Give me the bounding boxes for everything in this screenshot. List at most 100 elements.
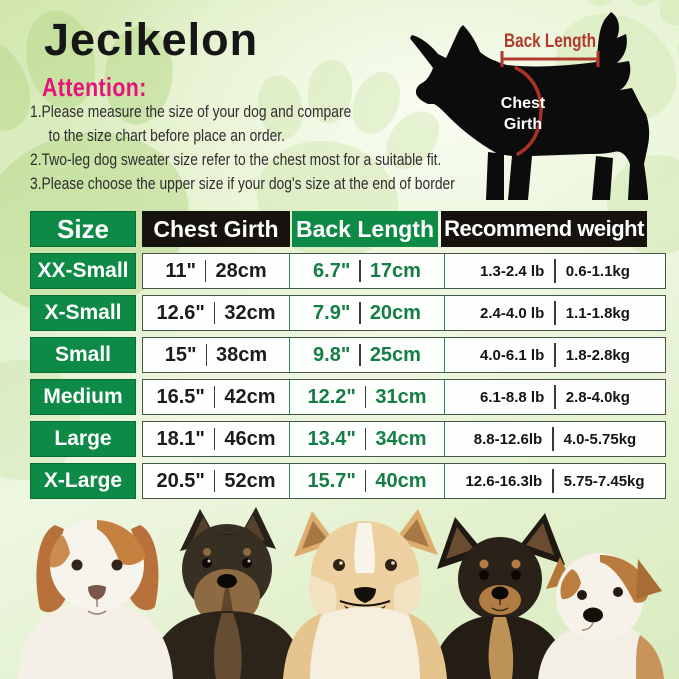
dog-photo-brown-white-puppy (18, 519, 173, 679)
divider (364, 386, 367, 408)
chest-girth-cell: 18.1" 46cm (143, 422, 289, 456)
weight-cell: 6.1-8.8 lb 2.8-4.0kg (445, 380, 665, 414)
chest-girth-cell: 20.5" 52cm (143, 464, 289, 498)
chest-cm: 42cm (224, 385, 276, 408)
dog-photo-cream-pomeranian (283, 509, 447, 679)
divider (364, 428, 367, 450)
row-data: 12.6" 32cm 7.9" 20cm 2.4-4.0 lb 1.1-1.8kg (142, 295, 666, 331)
row-data: 11" 28cm 6.7" 17cm 1.3-2.4 lb 0.6-1.1kg (142, 253, 666, 289)
size-cell: X-Large (30, 463, 136, 499)
header-back-length: Back Length (292, 211, 438, 247)
size-cell: Small (30, 337, 136, 373)
divider (364, 470, 367, 492)
chest-cm: 52cm (224, 469, 276, 492)
divider (554, 343, 556, 367)
table-row-large: Large 18.1" 46cm 13.4" 34cm 8.8-12.6lb 4.0-… (30, 421, 666, 457)
weight-cell: 12.6-16.3lb 5.75-7.45kg (445, 464, 665, 498)
attention-heading: Attention: (42, 72, 147, 102)
weight-cell: 2.4-4.0 lb 1.1-1.8kg (445, 296, 665, 330)
brand-title: Jecikelon (44, 14, 259, 65)
size-table: Size Chest Girth Back Length Recommend w… (30, 211, 666, 505)
back-length-cell: 12.2" 31cm (289, 380, 445, 414)
dog-photo-white-brown (538, 553, 664, 679)
divider (554, 385, 556, 409)
table-row-x-large: X-Large 20.5" 52cm 15.7" 40cm 12.6-16.3lb 5… (30, 463, 666, 499)
weight-cell: 4.0-6.1 lb 1.8-2.8kg (445, 338, 665, 372)
dog-front-leg (486, 152, 504, 200)
divider (359, 260, 361, 282)
divider (554, 259, 556, 283)
back-cm: 17cm (369, 259, 421, 282)
weight-lb: 12.6-16.3lb (465, 472, 543, 490)
chest-cm: 32cm (224, 301, 276, 324)
note-line-3: 2.Two-leg dog sweater size refer to the … (30, 151, 442, 169)
header-recommend-weight: Recommend weight (441, 211, 647, 247)
weight-lb: 4.0-6.1 lb (480, 346, 545, 364)
back-length-label: Back Length (504, 31, 596, 52)
back-inches: 7.9" (313, 301, 351, 324)
weight-kg: 1.1-1.8kg (565, 304, 630, 322)
chest-girth-cell: 11" 28cm (143, 254, 289, 288)
size-cell: XX-Small (30, 253, 136, 289)
weight-cell: 8.8-12.6lb 4.0-5.75kg (445, 422, 665, 456)
back-length-cell: 7.9" 20cm (289, 296, 445, 330)
divider (552, 427, 554, 451)
back-cm: 40cm (375, 469, 427, 492)
table-row-x-small: X-Small 12.6" 32cm 7.9" 20cm 2.4-4.0 lb 1.1… (30, 295, 666, 331)
divider (552, 469, 554, 493)
chest-inches: 16.5" (156, 385, 205, 408)
chest-girth-label-line2: Girth (504, 116, 542, 133)
note-line-2: to the size chart before place an order. (48, 127, 286, 145)
chest-cm: 28cm (215, 259, 267, 282)
weight-lb: 8.8-12.6lb (473, 430, 543, 448)
row-data: 15" 38cm 9.8" 25cm 4.0-6.1 lb 1.8-2.8kg (142, 337, 666, 373)
dog-measurement-diagram: Back Length Chest Girth (400, 4, 676, 210)
back-cm: 34cm (375, 427, 427, 450)
chest-inches: 11" (165, 259, 196, 282)
table-header-row: Size Chest Girth Back Length Recommend w… (30, 211, 666, 247)
weight-lb: 6.1-8.8 lb (480, 388, 545, 406)
back-inches: 12.2" (307, 385, 356, 408)
weight-lb: 1.3-2.4 lb (480, 262, 545, 280)
back-length-measure-line (500, 51, 600, 67)
divider (204, 260, 207, 282)
back-length-cell: 6.7" 17cm (289, 254, 445, 288)
chest-girth-label-line1: Chest (501, 95, 546, 112)
back-inches: 6.7" (313, 259, 351, 282)
weight-kg: 4.0-5.75kg (563, 430, 637, 448)
chest-girth-cell: 12.6" 32cm (143, 296, 289, 330)
table-row-small: Small 15" 38cm 9.8" 25cm 4.0-6.1 lb 1.8-2.8… (30, 337, 666, 373)
chest-inches: 15" (164, 343, 197, 366)
divider (359, 344, 361, 366)
divider (205, 344, 208, 366)
size-cell: Medium (30, 379, 136, 415)
note-line-1: 1.Please measure the size of your dog an… (30, 103, 352, 121)
back-cm: 20cm (369, 301, 421, 324)
divider (554, 301, 556, 325)
chest-girth-cell: 16.5" 42cm (143, 380, 289, 414)
chest-girth-arc (514, 66, 543, 156)
back-length-cell: 13.4" 34cm (289, 422, 445, 456)
dog-photo-black-tan (430, 513, 570, 679)
divider (213, 428, 216, 450)
header-size: Size (30, 211, 136, 247)
table-row-xx-small: XX-Small 11" 28cm 6.7" 17cm 1.3-2.4 lb 0.6-… (30, 253, 666, 289)
chest-inches: 20.5" (156, 469, 205, 492)
chest-cm: 46cm (224, 427, 276, 450)
weight-kg: 0.6-1.1kg (565, 262, 630, 280)
back-inches: 9.8" (313, 343, 351, 366)
divider (213, 386, 216, 408)
weight-lb: 2.4-4.0 lb (480, 304, 545, 322)
back-inches: 13.4" (307, 427, 356, 450)
row-data: 16.5" 42cm 12.2" 31cm 6.1-8.8 lb 2.8-4.0kg (142, 379, 666, 415)
size-cell: X-Small (30, 295, 136, 331)
weight-kg: 2.8-4.0kg (565, 388, 630, 406)
divider (359, 302, 361, 324)
row-data: 18.1" 46cm 13.4" 34cm 8.8-12.6lb 4.0-5.75kg (142, 421, 666, 457)
dogs-photo-strip (18, 507, 664, 679)
back-length-cell: 15.7" 40cm (289, 464, 445, 498)
chest-inches: 18.1" (156, 427, 205, 450)
note-line-4: 3.Please choose the upper size if your d… (30, 175, 455, 193)
chest-girth-cell: 15" 38cm (143, 338, 289, 372)
